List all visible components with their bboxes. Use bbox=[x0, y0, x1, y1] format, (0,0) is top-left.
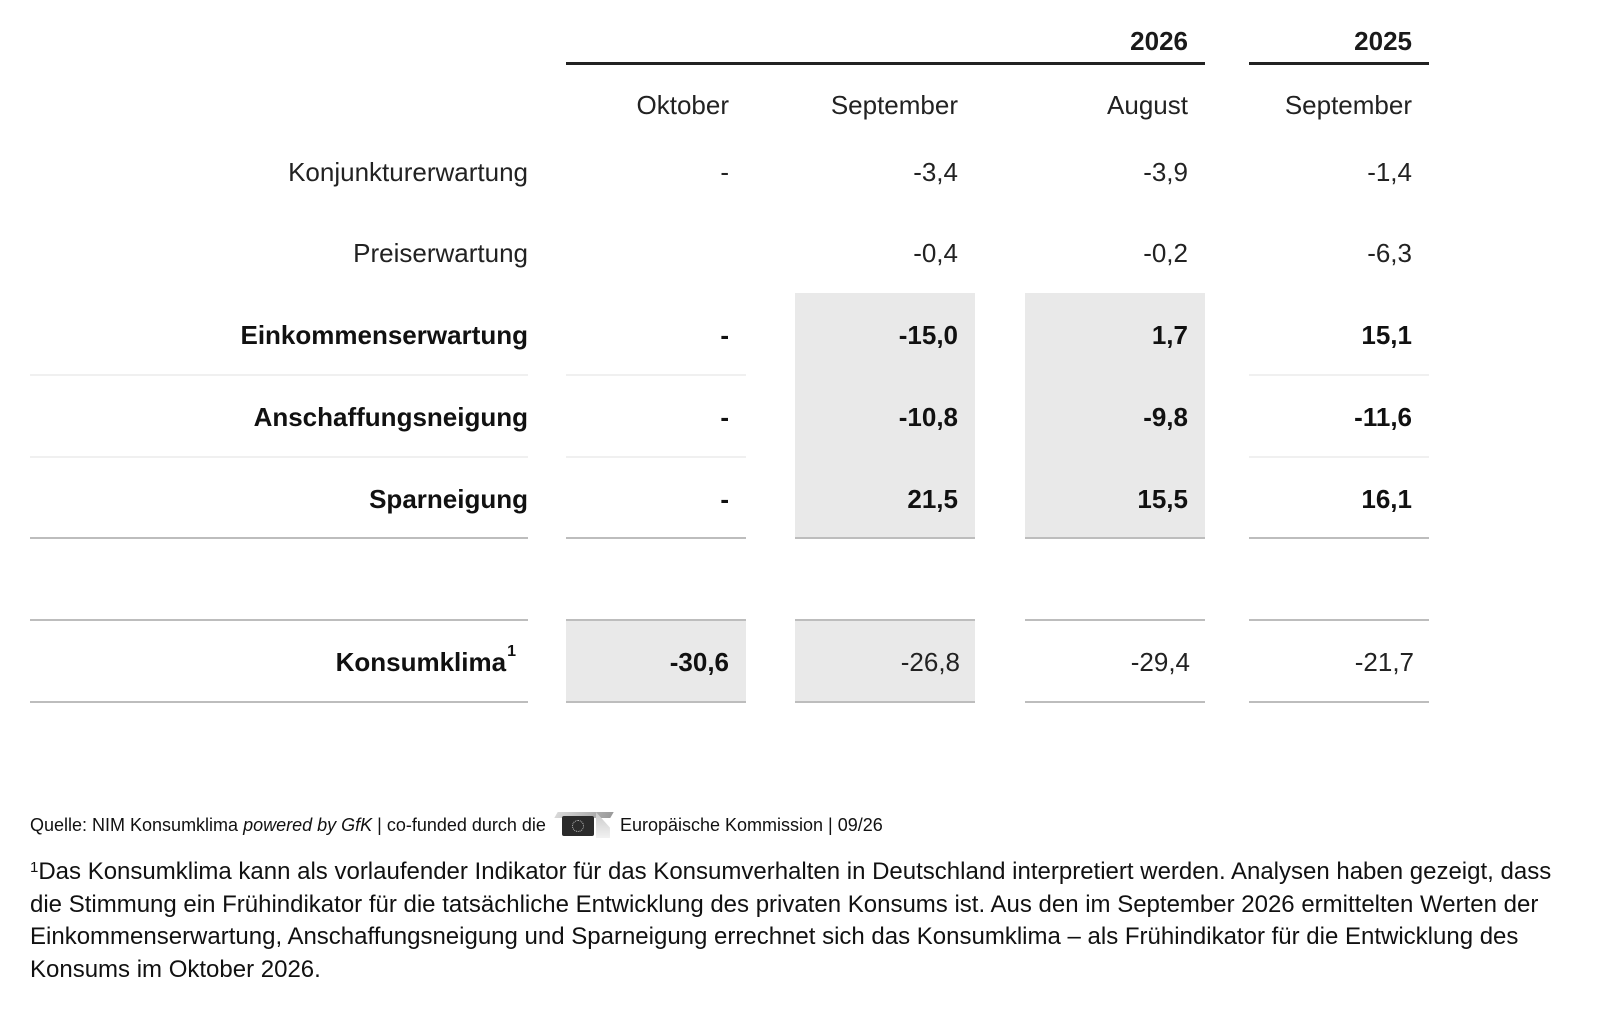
section-divider bbox=[30, 537, 528, 539]
year-rule-2026 bbox=[566, 62, 1205, 65]
month-header-september-2025: September bbox=[1284, 90, 1412, 120]
section-divider bbox=[566, 619, 746, 621]
section-divider bbox=[1025, 537, 1205, 539]
konsumklima-value-september-2025: -21,7 bbox=[1354, 647, 1414, 677]
shade-konsumklima-september bbox=[795, 620, 975, 702]
section-divider bbox=[1249, 537, 1429, 539]
section-divider bbox=[1249, 701, 1429, 703]
table-cell: - bbox=[720, 402, 729, 432]
section-divider bbox=[1249, 619, 1429, 621]
konsumklima-label: Konsumklima1 bbox=[30, 643, 516, 680]
row-divider bbox=[30, 456, 528, 458]
row-divider bbox=[566, 456, 746, 458]
table-cell: -0,2 bbox=[1143, 238, 1188, 268]
table-cell: -10,8 bbox=[898, 402, 958, 432]
table-cell bbox=[566, 235, 729, 271]
row-label: Konjunkturerwartung bbox=[288, 157, 528, 187]
row-divider bbox=[1249, 456, 1429, 458]
shade-konsumklima-oktober bbox=[566, 620, 746, 702]
row-label: Einkommenserwartung bbox=[240, 320, 528, 350]
row-divider bbox=[30, 374, 528, 376]
table-cell: - bbox=[720, 484, 729, 514]
section-divider bbox=[795, 619, 975, 621]
source-middle: | co-funded durch die bbox=[372, 815, 546, 835]
month-header-oktober: Oktober bbox=[636, 90, 730, 120]
table-cell: 1,7 bbox=[1151, 320, 1188, 350]
year-header-2026: 2026 bbox=[1130, 26, 1188, 56]
table-cell: 15,1 bbox=[1361, 320, 1412, 350]
table-cell: -1,4 bbox=[1367, 157, 1412, 187]
konsumklima-label-text: Konsumklima bbox=[335, 647, 507, 677]
footnote-paragraph-mark: 1 bbox=[30, 859, 39, 876]
row-label: Anschaffungsneigung bbox=[253, 402, 528, 432]
table-cell: -15,0 bbox=[898, 320, 958, 350]
eu-commission-logo-icon bbox=[550, 812, 614, 838]
table-cell: - bbox=[720, 320, 729, 350]
table-cell: -3,9 bbox=[1143, 157, 1188, 187]
year-header-2025: 2025 bbox=[1354, 26, 1412, 56]
konsumklima-value-august: -29,4 bbox=[1130, 647, 1190, 677]
source-prefix: Quelle: NIM Konsumklima bbox=[30, 815, 244, 835]
section-divider bbox=[30, 701, 528, 703]
table-cell: -11,6 bbox=[1354, 402, 1412, 432]
footnote-text: Das Konsumklima kann als vorlaufender In… bbox=[30, 858, 1552, 983]
table-cell: -9,8 bbox=[1143, 402, 1188, 432]
table-cell: -6,3 bbox=[1367, 238, 1412, 268]
table-cell: -3,4 bbox=[913, 157, 958, 187]
year-rule-2025 bbox=[1249, 62, 1429, 65]
section-divider bbox=[1025, 701, 1205, 703]
month-header-september-2026: September bbox=[830, 90, 958, 120]
table-cell: 21,5 bbox=[907, 484, 958, 514]
table-cell: 15,5 bbox=[1137, 484, 1188, 514]
section-divider bbox=[795, 701, 975, 703]
section-divider bbox=[30, 619, 528, 621]
shade-september-2026 bbox=[795, 293, 975, 538]
row-divider bbox=[1249, 374, 1429, 376]
source-suffix: Europäische Kommission | 09/26 bbox=[619, 815, 883, 835]
table-cell: 16,1 bbox=[1361, 484, 1412, 514]
section-divider bbox=[566, 701, 746, 703]
source-powered-by: powered by GfK bbox=[243, 815, 373, 835]
section-divider bbox=[566, 537, 746, 539]
footnote-paragraph: 1Das Konsumklima kann als vorlaufender I… bbox=[30, 856, 1575, 986]
konsumklima-value-september-2026: -26,8 bbox=[900, 647, 960, 677]
konsumklima-value-oktober: -30,6 bbox=[669, 647, 729, 677]
section-divider bbox=[1025, 619, 1205, 621]
shade-august-2026 bbox=[1025, 293, 1205, 538]
section-divider bbox=[795, 537, 975, 539]
row-label: Sparneigung bbox=[369, 484, 528, 514]
month-header-august: August bbox=[1107, 90, 1188, 120]
table-cell: - bbox=[720, 157, 729, 187]
footnote-mark: 1 bbox=[507, 643, 516, 660]
source-line: Quelle: NIM Konsumklima powered by GfK |… bbox=[30, 812, 883, 838]
table-cell: -0,4 bbox=[913, 238, 958, 268]
row-label: Preiserwartung bbox=[353, 238, 528, 268]
row-divider bbox=[566, 374, 746, 376]
